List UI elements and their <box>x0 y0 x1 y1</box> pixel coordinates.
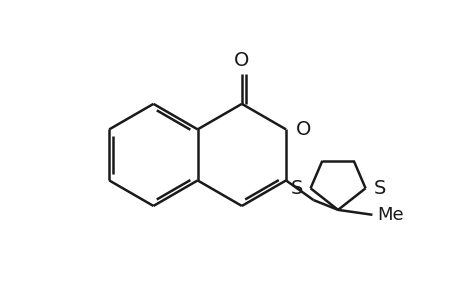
Text: O: O <box>295 120 311 139</box>
Text: O: O <box>234 52 249 70</box>
Text: S: S <box>290 179 302 198</box>
Text: Me: Me <box>376 206 403 224</box>
Text: S: S <box>373 179 385 198</box>
